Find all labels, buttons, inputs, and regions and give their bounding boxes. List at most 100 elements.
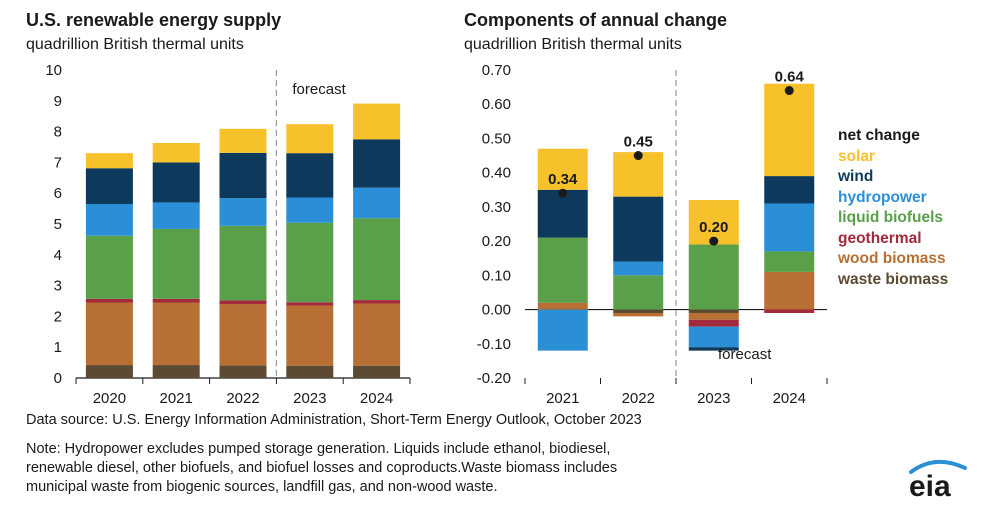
y-tick-label: 1 [54,339,62,356]
bar-segment-wood-biomass [688,312,739,320]
left-chart-title: U.S. renewable energy supply [26,10,282,30]
net-change-marker [558,188,568,198]
right-chart-title: Components of annual change [464,10,728,30]
legend-item-waste-biomass: waste biomass [838,270,949,288]
left-chart-subtitle: quadrillion British thermal units [26,36,244,53]
bar-segment-waste-biomass [85,365,133,378]
y-tick-label: 0.10 [482,267,511,284]
bar-segment-wind [152,162,200,203]
y-tick-label: 6 [54,185,62,202]
note: Note: Hydropower excludes pumped storage… [26,440,886,497]
bar-segment-wind [85,168,133,204]
y-tick-label: 8 [54,124,62,141]
chart-1-group: 0.70 0.60 0.50 0.40 0.30 0.20 0.10 0.00 -0.10 -0.… [477,62,828,407]
bar-segment-waste-biomass [219,365,267,378]
bar-segment-wood-biomass [764,271,815,310]
bar-segment-solar [353,103,401,140]
bar-segment-liquid-biofuels [537,237,588,303]
bar-segment-solar [537,148,588,190]
bar-segment-geothermal [85,298,133,303]
net-change-marker [709,236,719,246]
forecast-label: forecast [292,81,346,98]
bar-segment-hydropower [286,197,334,223]
y-tick-label: 0.50 [482,130,511,147]
bar-segment-geothermal [286,302,334,306]
bar-segment-wind [537,189,588,238]
bar-segment-hydropower [688,326,739,348]
bar-segment-wood-biomass [353,303,401,366]
x-tick-label: 2021 [160,390,193,407]
bar-segment-liquid-biofuels [152,228,200,299]
bar-segment-waste-biomass [613,309,664,313]
bar-segment-wind [764,176,815,204]
net-change-label: 0.64 [775,69,805,86]
x-tick-label: 2024 [360,390,393,407]
bar-segment-liquid-biofuels [85,235,133,299]
legend-item-wood-biomass: wood biomass [838,250,946,267]
legend-item-net-change: net change [838,127,920,144]
bar-segment-wood-biomass [537,302,588,310]
bar-segment-wind [613,196,664,262]
bar-segment-wind [219,152,267,199]
net-change-marker [784,86,794,96]
bar-segment-waste-biomass [286,365,334,378]
bar-segment-solar [152,142,200,163]
bar-segment-liquid-biofuels [219,225,267,301]
bar-segment-solar [219,128,267,153]
y-tick-label: 0.00 [482,302,511,319]
bar-segment-hydropower [219,198,267,226]
bar-segment-geothermal [688,319,739,327]
legend-item-hydropower: hydropower [838,188,927,206]
note-line-1: Note: Hydropower excludes pumped storage… [26,441,611,457]
bar-segment-geothermal [353,300,401,304]
bar-segment-wood-biomass [219,304,267,366]
bar-segment-wind [353,139,401,188]
y-tick-label: 2 [54,308,62,325]
bar-segment-hydropower [613,261,664,276]
chart-0-group: 0 1 2 3 4 5 6 7 8 9 10 2020 2021 2022 2023 2024 forecast [45,62,411,407]
bar-segment-liquid-biofuels [286,222,334,303]
bar-segment-wood-biomass [613,312,664,317]
right-chart-subtitle: quadrillion British thermal units [464,36,682,53]
y-tick-label: 0.40 [482,165,511,182]
note-line-2: renewable diesel, other biofuels, and bi… [26,460,618,476]
bar-segment-hydropower [353,187,401,219]
x-tick-label: 2020 [93,390,126,407]
x-tick-label: 2023 [293,390,326,407]
bar-segment-geothermal [219,300,267,305]
bar-segment-hydropower [152,202,200,229]
bar-segment-wind [688,347,739,351]
x-tick-label: 2023 [697,390,730,407]
eia-logo: eia [909,460,967,502]
y-tick-label: 0.70 [482,62,511,79]
net-change-label: 0.45 [624,134,653,151]
legend-item-solar: solar [838,147,876,165]
bar-segment-hydropower [764,203,815,252]
data-source: Data source: U.S. Energy Information Adm… [26,412,642,428]
forecast-label: forecast [718,346,772,363]
bar-segment-wood-biomass [85,302,133,366]
eia-logo-text: eia [909,470,951,502]
bar-segment-liquid-biofuels [353,218,401,301]
bar-segment-solar [764,83,815,177]
bar-segment-waste-biomass [353,365,401,378]
legend-item-wind: wind [838,168,874,185]
bar-segment-solar [286,124,334,154]
y-tick-label: 5 [54,216,62,233]
net-change-label: 0.20 [699,219,728,236]
net-change-marker [633,151,643,161]
y-tick-label: 0.30 [482,199,511,216]
y-tick-label: 3 [54,278,62,295]
bar-segment-solar [85,153,133,169]
bar-segment-geothermal [152,298,200,303]
x-tick-label: 2021 [546,390,579,407]
y-tick-label: 4 [54,247,62,264]
y-tick-label: -0.10 [477,336,511,353]
y-tick-label: -0.20 [477,370,511,387]
bar-segment-liquid-biofuels [688,244,739,310]
bar-segment-waste-biomass [688,309,739,313]
net-change-label: 0.34 [548,171,578,188]
bar-segment-hydropower [85,203,133,236]
legend-item-geothermal: geothermal [838,229,922,247]
